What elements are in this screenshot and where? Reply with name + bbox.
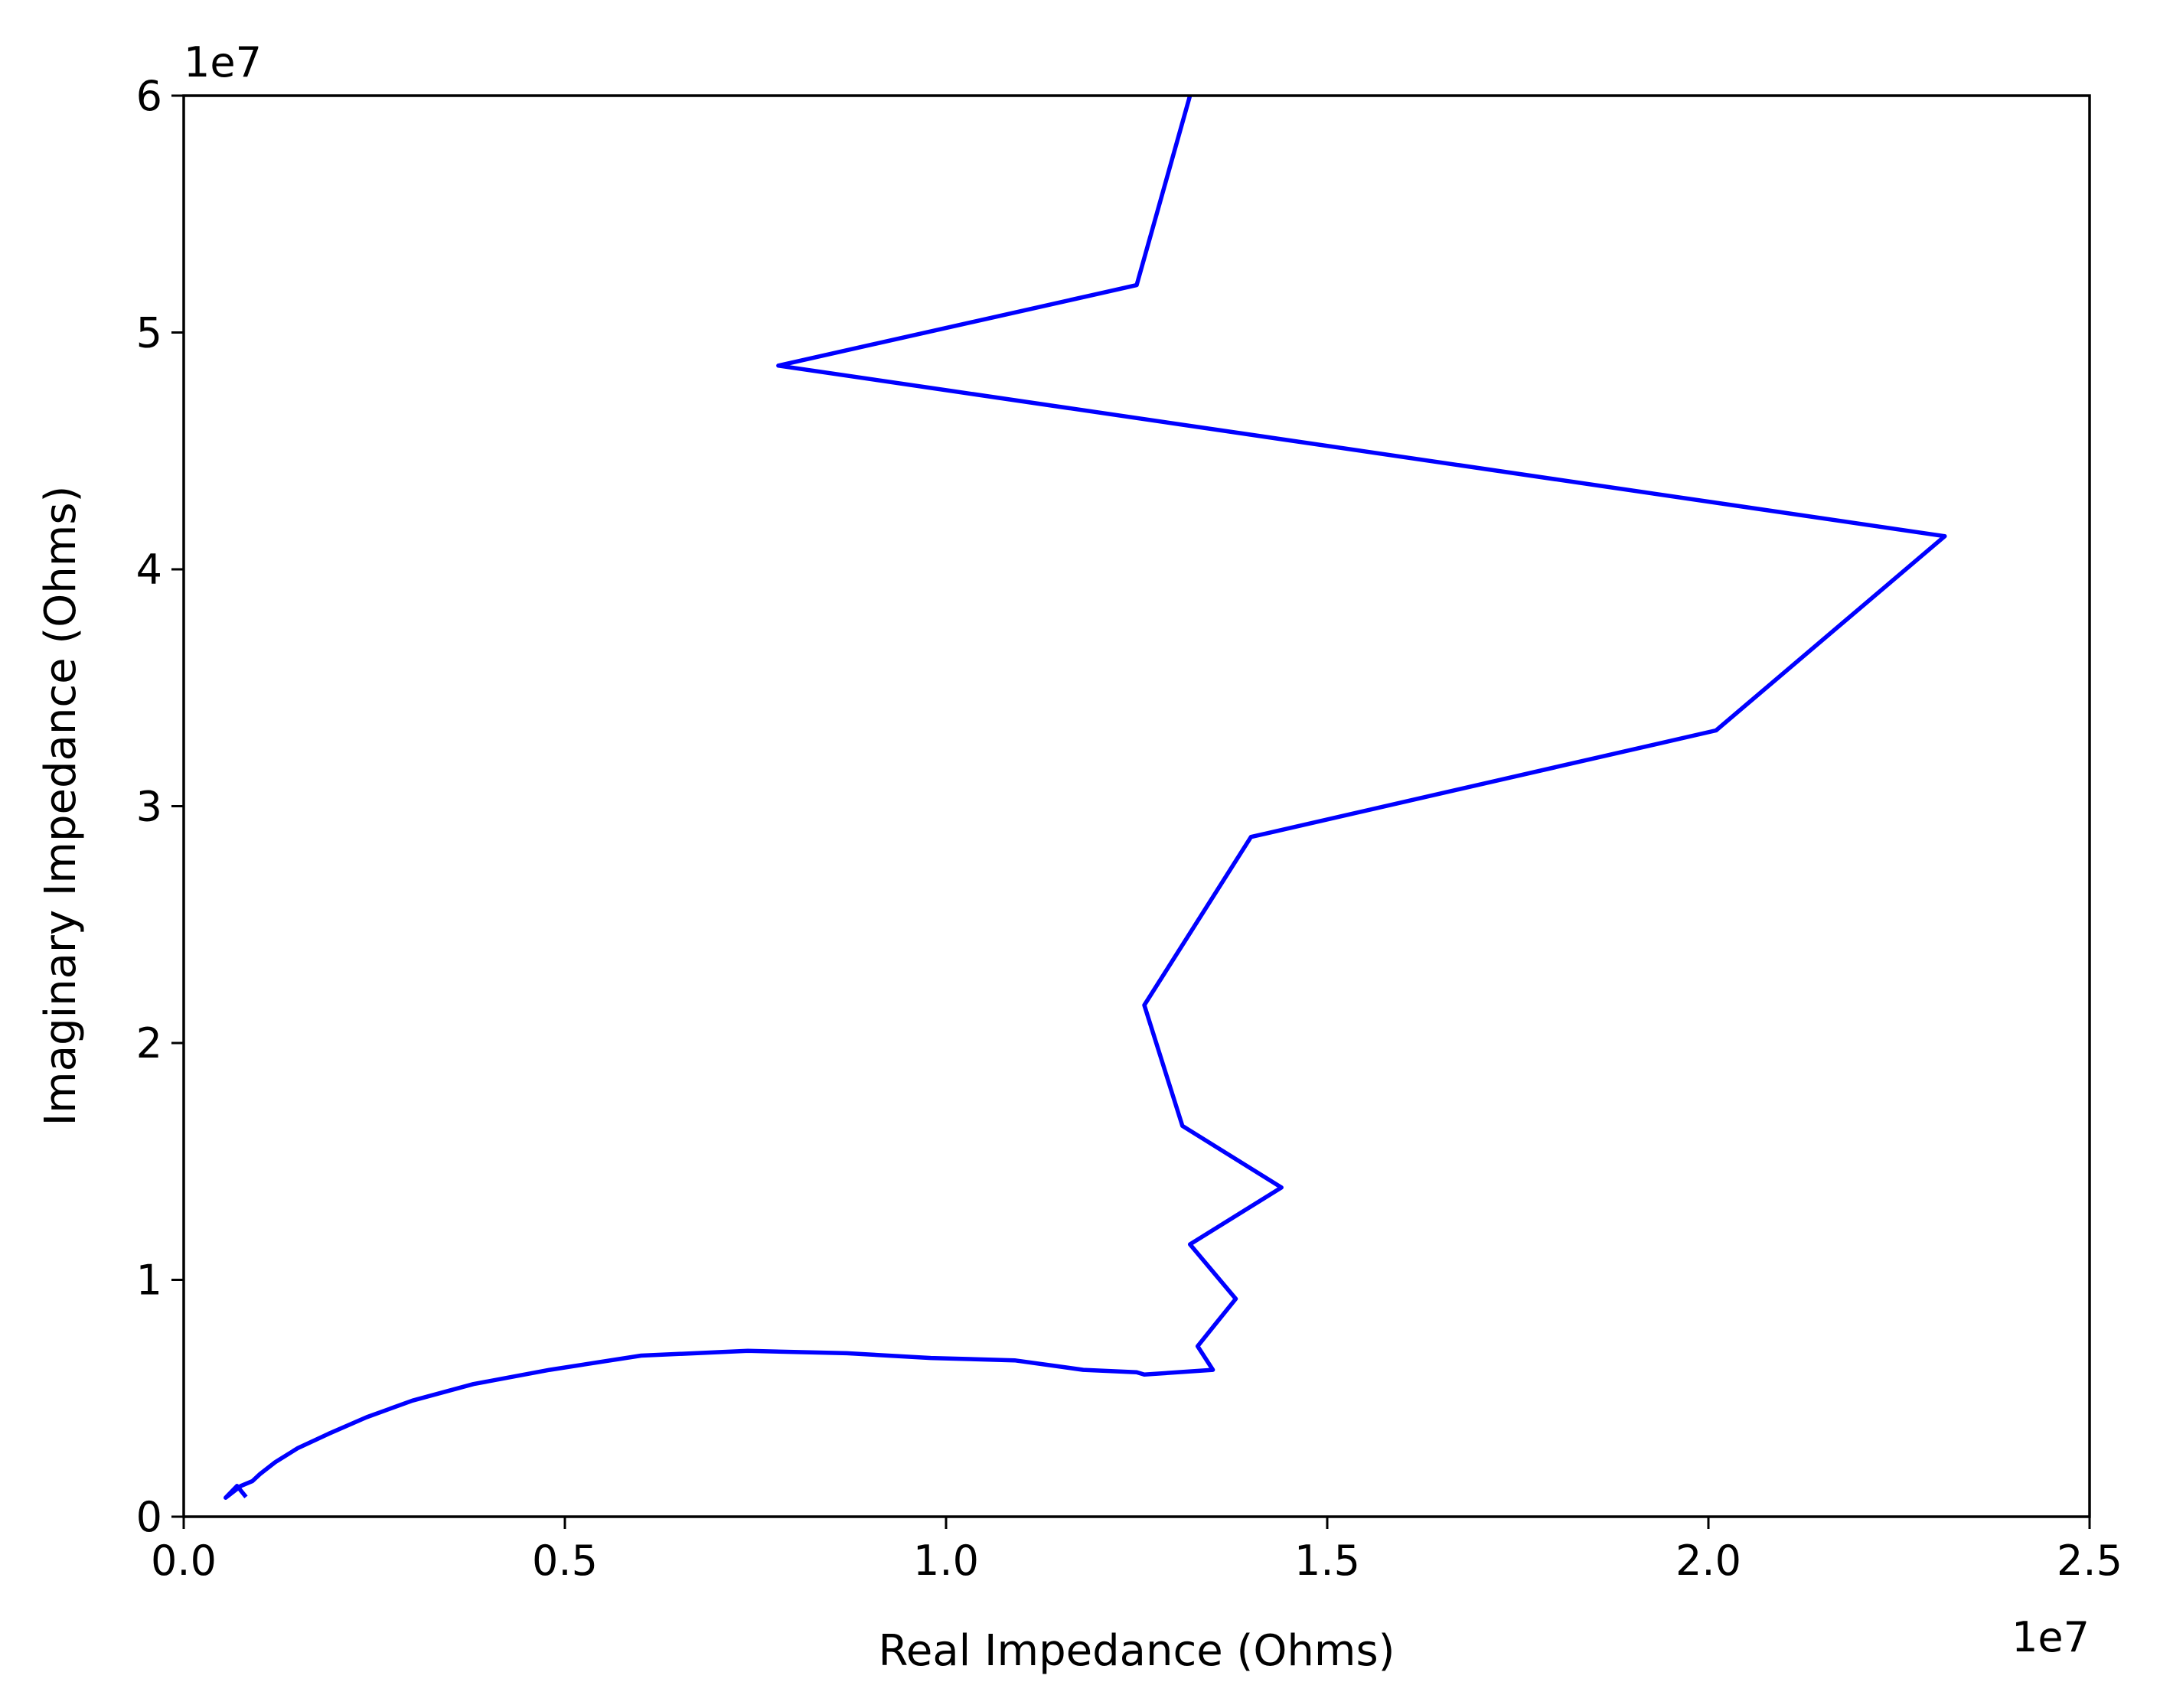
- x-axis-label: Real Impedance (Ohms): [879, 1626, 1395, 1676]
- y-tick-label: 4: [136, 546, 162, 594]
- x-tick-label: 0.0: [151, 1537, 217, 1585]
- y-axis-label: Imaginary Impedance (Ohms): [36, 486, 86, 1126]
- x-tick-label: 0.5: [532, 1537, 598, 1585]
- x-offset-label: 1e7: [2012, 1613, 2090, 1661]
- series-line-0: [224, 96, 1947, 1500]
- x-tick-label: 2.0: [1675, 1537, 1741, 1585]
- y-tick-label: 0: [136, 1493, 162, 1541]
- plot-area: [184, 96, 2090, 1517]
- y-tick-label: 6: [136, 72, 162, 120]
- x-tick-label: 2.5: [2057, 1537, 2122, 1585]
- y-tick-label: 1: [136, 1257, 162, 1305]
- x-tick-label: 1.0: [913, 1537, 979, 1585]
- x-tick-label: 1.5: [1294, 1537, 1360, 1585]
- y-offset-label: 1e7: [184, 38, 262, 86]
- y-tick-label: 2: [136, 1019, 162, 1068]
- y-tick-label: 5: [136, 309, 162, 357]
- y-tick-label: 3: [136, 783, 162, 831]
